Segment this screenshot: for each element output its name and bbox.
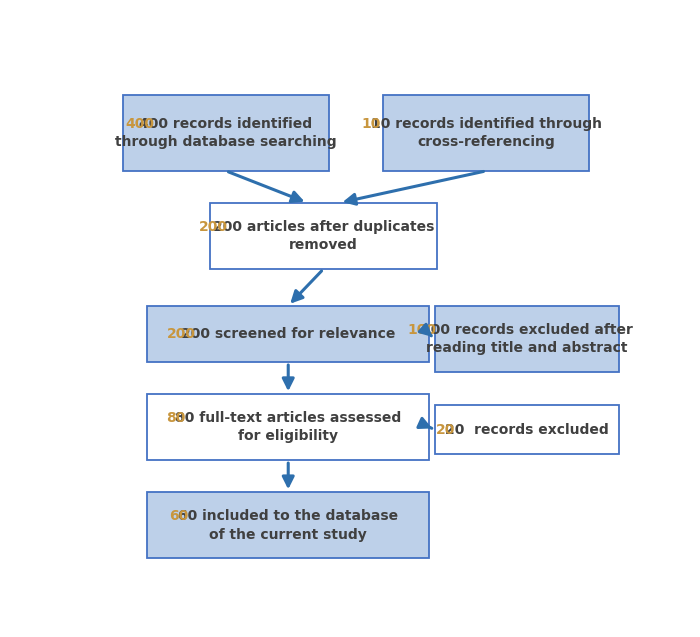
Text: 200 articles after duplicates: 200 articles after duplicates xyxy=(213,220,434,234)
Text: cross-referencing: cross-referencing xyxy=(417,135,555,149)
Text: 80 full-text articles assessed: 80 full-text articles assessed xyxy=(175,411,401,425)
FancyBboxPatch shape xyxy=(147,306,429,362)
FancyBboxPatch shape xyxy=(209,203,438,269)
Text: 20  records excluded: 20 records excluded xyxy=(445,422,609,436)
FancyBboxPatch shape xyxy=(147,394,429,461)
Text: of the current study: of the current study xyxy=(209,527,367,541)
FancyBboxPatch shape xyxy=(435,306,619,372)
Text: for eligibility: for eligibility xyxy=(238,429,338,443)
Text: 10: 10 xyxy=(362,117,381,131)
FancyBboxPatch shape xyxy=(383,95,589,171)
Text: 10 records identified through: 10 records identified through xyxy=(371,117,602,131)
FancyBboxPatch shape xyxy=(435,405,619,454)
Text: 400: 400 xyxy=(125,117,154,131)
Text: 60: 60 xyxy=(169,509,188,523)
Text: removed: removed xyxy=(289,238,358,252)
FancyBboxPatch shape xyxy=(147,492,429,559)
Text: 200: 200 xyxy=(199,220,228,234)
Text: 60 included to the database: 60 included to the database xyxy=(178,509,398,523)
Text: 400 records identified: 400 records identified xyxy=(139,117,312,131)
FancyBboxPatch shape xyxy=(122,95,329,171)
Text: 100 records excluded after: 100 records excluded after xyxy=(421,322,633,336)
Text: 20: 20 xyxy=(436,422,455,436)
Text: 200 screened for relevance: 200 screened for relevance xyxy=(181,327,396,341)
Text: 80: 80 xyxy=(166,411,186,425)
Text: reading title and abstract: reading title and abstract xyxy=(426,341,628,355)
Text: through database searching: through database searching xyxy=(115,135,337,149)
Text: 100: 100 xyxy=(407,322,436,336)
Text: 200: 200 xyxy=(167,327,196,341)
